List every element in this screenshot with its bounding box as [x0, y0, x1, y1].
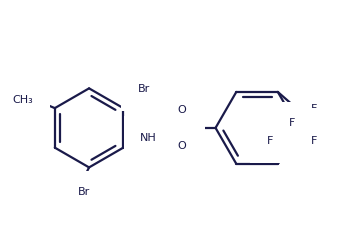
- Text: F: F: [277, 120, 283, 130]
- Text: O: O: [178, 141, 186, 151]
- Text: F: F: [288, 118, 295, 128]
- Text: CH₃: CH₃: [12, 95, 33, 105]
- Text: O: O: [178, 105, 186, 115]
- Text: Br: Br: [138, 84, 150, 94]
- Text: F: F: [297, 125, 303, 135]
- Text: F: F: [310, 104, 317, 114]
- Text: S: S: [178, 121, 186, 134]
- Text: F: F: [267, 136, 273, 146]
- Text: NH: NH: [140, 133, 157, 143]
- Text: F: F: [310, 136, 317, 146]
- Text: Br: Br: [78, 187, 90, 197]
